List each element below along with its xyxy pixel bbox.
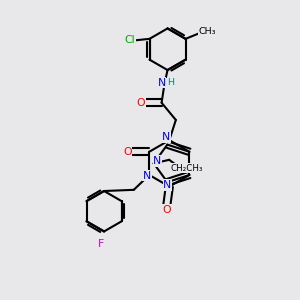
Text: CH₂CH₃: CH₂CH₃	[171, 164, 203, 172]
Text: O: O	[123, 147, 132, 157]
Text: Cl: Cl	[124, 35, 135, 45]
Text: N: N	[163, 180, 172, 190]
Text: H: H	[167, 78, 174, 87]
Text: N: N	[162, 132, 170, 142]
Text: N: N	[143, 171, 151, 181]
Text: F: F	[98, 239, 104, 249]
Text: N: N	[158, 78, 166, 88]
Text: O: O	[163, 205, 171, 215]
Text: N: N	[153, 156, 161, 166]
Text: O: O	[136, 98, 145, 108]
Text: CH₃: CH₃	[199, 27, 216, 36]
